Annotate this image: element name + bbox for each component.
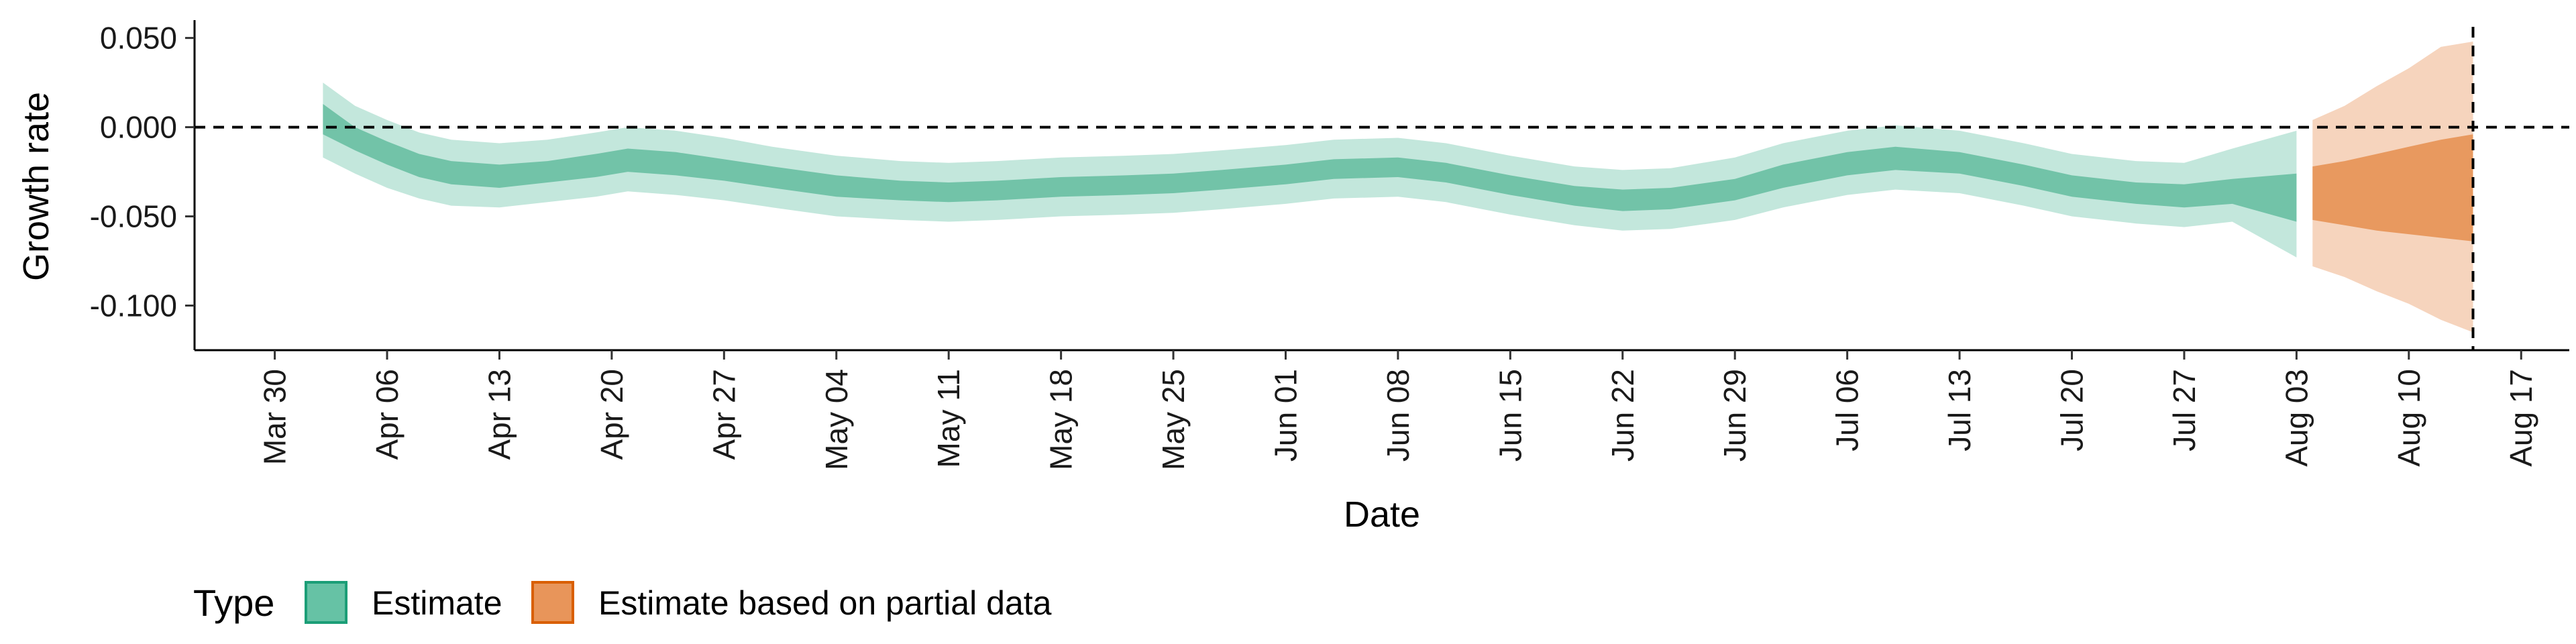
legend: Type Estimate Estimate based on partial … (193, 581, 1052, 624)
y-tick-label: 0.000 (100, 110, 177, 145)
x-tick-label: May 04 (819, 369, 854, 470)
x-axis-title: Date (1344, 494, 1420, 535)
x-tick-label: Jun 22 (1605, 369, 1640, 462)
y-axis-title: Growth rate (16, 92, 56, 281)
x-tick-label: Jul 13 (1942, 369, 1977, 451)
x-tick-label: Mar 30 (258, 369, 292, 465)
x-tick-label: Jul 20 (2055, 369, 2090, 451)
x-tick-label: May 18 (1044, 369, 1079, 470)
y-tick-label: -0.100 (90, 288, 177, 323)
x-tick-label: Jun 29 (1717, 369, 1752, 462)
reference-lines (195, 27, 2569, 350)
x-tick-label: Apr 20 (594, 369, 629, 460)
x-tick-label: Apr 13 (482, 369, 517, 460)
ribbon-layer (323, 41, 2473, 333)
x-tick-label: Jul 27 (2167, 369, 2202, 451)
x-tick-label: Aug 03 (2279, 369, 2314, 467)
y-tick-label: -0.050 (90, 199, 177, 234)
x-tick-label: Aug 10 (2392, 369, 2426, 467)
legend-key-partial (531, 581, 574, 624)
x-tick-label: Jun 01 (1269, 369, 1303, 462)
legend-title: Type (193, 582, 274, 624)
axes: 0.050 0.000 -0.050 -0.100 Mar 30 Apr 06 Apr 13… (90, 20, 2569, 470)
x-tick-label: Jun 08 (1381, 369, 1415, 462)
x-tick-label: Aug 17 (2504, 369, 2538, 467)
y-tick-label: 0.050 (100, 21, 177, 56)
x-tick-label: Apr 27 (706, 369, 741, 460)
x-tick-label: May 25 (1156, 369, 1191, 470)
x-tick-label: May 11 (931, 369, 966, 468)
band-50-estimate (323, 104, 2297, 222)
legend-label-estimate: Estimate (372, 584, 502, 622)
x-tick-label: Apr 06 (370, 369, 405, 460)
band-50-partial (2312, 134, 2473, 241)
legend-key-estimate (305, 581, 347, 624)
legend-label-partial: Estimate based on partial data (598, 584, 1052, 622)
x-tick-label: Jul 06 (1830, 369, 1865, 451)
x-tick-label: Jun 15 (1493, 369, 1527, 462)
